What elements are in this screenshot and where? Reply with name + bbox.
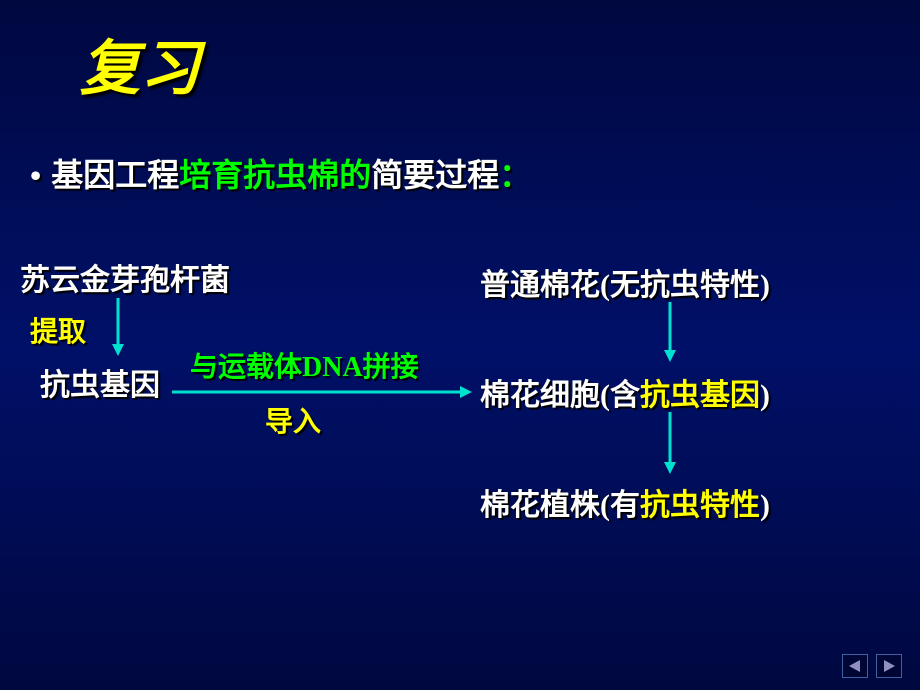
subtitle-colon: ： bbox=[499, 157, 531, 193]
node-bacillus: 苏云金芽孢杆菌 bbox=[20, 255, 230, 299]
arrow-normal-to-cell-icon bbox=[660, 302, 680, 362]
node-gene: 抗虫基因 bbox=[40, 360, 160, 404]
label-extract: 提取 bbox=[30, 310, 86, 350]
node-cotton-normal: 普通棉花(无抗虫特性) bbox=[480, 260, 770, 304]
slide-subtitle: • 基因工程培育抗虫棉的简要过程： bbox=[30, 150, 531, 196]
node-cotton-plant: 棉花植株(有抗虫特性) bbox=[480, 480, 770, 524]
arrow-introduce-icon bbox=[172, 384, 472, 400]
cotton-plant-mid: 抗虫特性 bbox=[640, 489, 760, 522]
slide-title: 复习 bbox=[80, 20, 200, 107]
nav-controls bbox=[842, 654, 902, 678]
prev-button[interactable] bbox=[842, 654, 868, 678]
subtitle-pre: 基因工程 bbox=[51, 157, 179, 193]
subtitle-highlight: 培育抗虫棉的 bbox=[179, 157, 371, 193]
cotton-plant-pre: 棉花植株(有 bbox=[480, 489, 640, 522]
arrow-cell-to-plant-icon bbox=[660, 412, 680, 474]
cotton-normal-pre: 普通棉花(无 bbox=[480, 269, 640, 302]
cotton-plant-post: ) bbox=[760, 489, 770, 522]
triangle-right-icon bbox=[882, 659, 896, 673]
bullet-dot: • bbox=[30, 157, 41, 193]
next-button[interactable] bbox=[876, 654, 902, 678]
cotton-cell-pre: 棉花细胞(含 bbox=[480, 379, 640, 412]
cotton-normal-post: 性) bbox=[730, 269, 770, 302]
triangle-left-icon bbox=[848, 659, 862, 673]
cotton-normal-mid: 抗虫特 bbox=[640, 269, 730, 302]
label-splice: 与运载体DNA拼接 bbox=[190, 345, 419, 385]
subtitle-post: 简要过程 bbox=[371, 157, 499, 193]
label-introduce: 导入 bbox=[265, 400, 321, 440]
node-cotton-cell: 棉花细胞(含抗虫基因) bbox=[480, 370, 770, 414]
cotton-cell-post: ) bbox=[760, 379, 770, 412]
arrow-extract-icon bbox=[108, 298, 128, 356]
cotton-cell-mid: 抗虫基因 bbox=[640, 379, 760, 412]
